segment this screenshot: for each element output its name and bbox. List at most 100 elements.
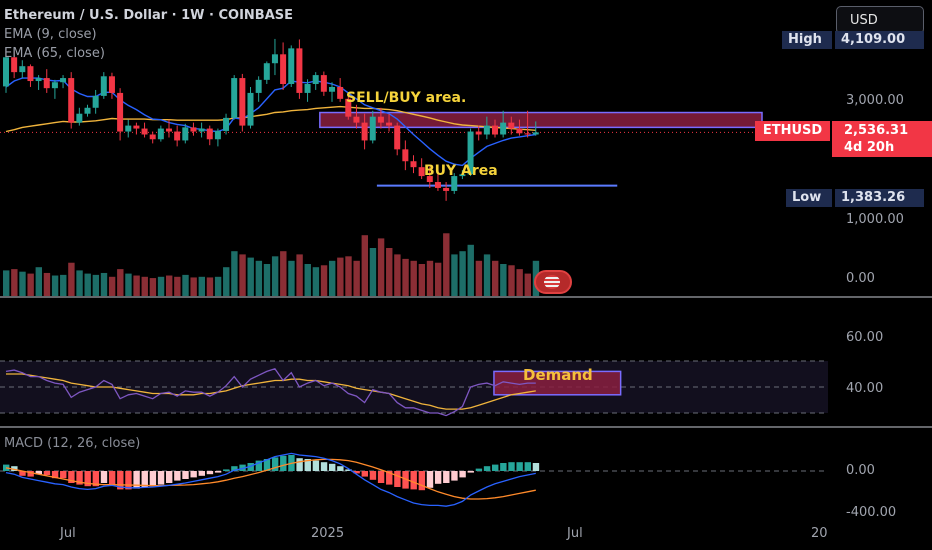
- macd-histogram-bar: [337, 466, 344, 471]
- macd-histogram-bar: [418, 471, 426, 491]
- candle-body: [296, 48, 303, 93]
- macd-histogram-bar: [76, 471, 83, 485]
- macd-histogram-bar: [157, 471, 165, 485]
- candle-body: [100, 76, 107, 96]
- volume-bar: [402, 258, 409, 296]
- volume-bar: [320, 265, 328, 296]
- volume-bar: [174, 276, 181, 296]
- candle-body: [459, 174, 466, 177]
- volume-bar: [410, 260, 417, 296]
- volume-bar: [68, 262, 75, 296]
- macd-histogram-bar: [532, 463, 540, 471]
- volume-bar: [516, 269, 523, 296]
- volume-bar: [100, 272, 108, 296]
- candle-body: [304, 84, 311, 93]
- candle-body: [377, 116, 384, 123]
- price-axis-label: 0.00: [846, 271, 875, 286]
- macd-histogram-bar: [451, 471, 458, 481]
- macd-histogram-bar: [214, 471, 222, 473]
- time-axis-label: Jul: [567, 526, 583, 541]
- volume-bar: [467, 244, 474, 296]
- candle-body: [92, 95, 99, 108]
- candle-body: [402, 149, 409, 162]
- candle-body: [239, 78, 246, 126]
- candle-body: [361, 122, 368, 141]
- macd-histogram-bar: [35, 471, 42, 475]
- macd-histogram-bar: [19, 471, 26, 476]
- macd-histogram-bar: [190, 471, 197, 478]
- volume-bar: [206, 277, 214, 296]
- volume-bar: [426, 260, 434, 296]
- macd-title: MACD (12, 26, close): [4, 436, 141, 451]
- candle-body: [43, 78, 50, 89]
- volume-bar: [508, 265, 515, 296]
- macd-pane: [0, 452, 828, 507]
- price-pane: [0, 38, 932, 428]
- chart-legend: Ethereum / U.S. Dollar · 1W · COINBASE E…: [4, 6, 293, 63]
- volume-bar: [3, 270, 10, 296]
- last-price: 2,536.31: [844, 123, 909, 138]
- volume-bar: [43, 272, 51, 296]
- candle-body: [117, 92, 124, 132]
- volume-bar: [125, 273, 132, 296]
- candle-body: [434, 182, 441, 188]
- macd-histogram-bar: [125, 471, 132, 490]
- volume-bar: [329, 260, 336, 296]
- volume-bar: [51, 275, 59, 296]
- ema-fast-legend: EMA (9, close): [4, 27, 97, 42]
- candle-body: [320, 75, 327, 92]
- candle-body: [516, 128, 523, 134]
- candle-body: [76, 113, 83, 123]
- candle-body: [27, 66, 34, 82]
- volume-bar: [418, 264, 426, 296]
- macd-histogram-bar: [149, 471, 157, 487]
- candle-body: [280, 54, 287, 85]
- macd-histogram-bar: [329, 463, 336, 471]
- candle-body: [255, 79, 262, 93]
- volume-bar: [459, 251, 466, 296]
- macd-histogram-bar: [410, 471, 417, 490]
- macd-histogram-bar: [361, 471, 368, 477]
- time-axis-label: 20: [811, 526, 828, 541]
- macd-axis-label: -400.00: [846, 505, 897, 520]
- macd-line: [5, 452, 536, 507]
- volume-bar: [263, 264, 271, 296]
- volume-bar: [84, 273, 91, 296]
- volume-bar: [239, 254, 246, 296]
- macd-histogram-bar: [100, 471, 108, 483]
- macd-histogram-bar: [68, 471, 75, 483]
- symbol-tag: ETHUSD: [755, 121, 830, 141]
- macd-histogram-bar: [27, 471, 34, 477]
- volume-bar: [149, 278, 157, 296]
- macd-histogram-bar: [223, 469, 230, 471]
- candle-body: [223, 117, 230, 131]
- candle-body: [11, 57, 18, 73]
- volume-bar: [92, 274, 100, 296]
- candle-body: [426, 176, 433, 183]
- candle-body: [182, 127, 189, 141]
- demand-zone: [493, 370, 622, 396]
- volume-bar: [394, 254, 401, 296]
- macd-histogram-bar: [51, 471, 59, 479]
- us-flag-event-icon[interactable]: [534, 270, 572, 294]
- volume-bar: [60, 274, 67, 296]
- macd-histogram-bar: [459, 471, 466, 478]
- currency-button[interactable]: USD: [836, 6, 924, 34]
- candle-body: [149, 134, 156, 140]
- candle-body: [60, 78, 67, 83]
- volume-bar: [304, 264, 311, 296]
- macd-axis-label: 0.00: [846, 463, 875, 478]
- volume-bar: [337, 257, 344, 296]
- volume-bar: [524, 273, 531, 296]
- macd-histogram-bar: [483, 466, 491, 471]
- macd-histogram-bar: [475, 468, 483, 471]
- candle-body: [271, 54, 278, 64]
- macd-histogram-bar: [443, 471, 450, 483]
- macd-histogram-bar: [369, 471, 377, 480]
- macd-histogram-bar: [500, 463, 507, 471]
- volume-bar: [312, 267, 320, 296]
- macd-histogram-bar: [377, 471, 385, 483]
- volume-bar: [361, 235, 368, 296]
- candle-body: [133, 125, 140, 129]
